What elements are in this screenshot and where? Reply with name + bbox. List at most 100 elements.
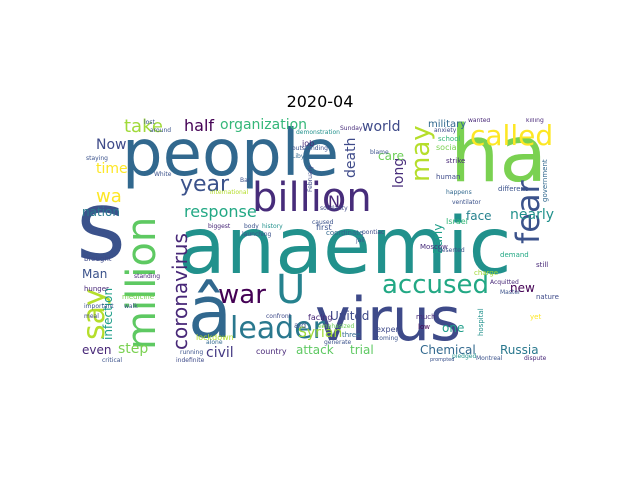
- word-million: million: [119, 216, 165, 350]
- word-death: death: [343, 137, 359, 178]
- word-anaemic: anaemic: [178, 202, 512, 292]
- word-billion: billion: [252, 175, 372, 221]
- word-step: step: [118, 341, 149, 357]
- word-pontiac: pontiac: [362, 229, 385, 236]
- word-year: year: [180, 172, 230, 197]
- word-still: still: [536, 261, 549, 269]
- word-one: one: [442, 321, 465, 335]
- word-israel: Israel: [446, 217, 468, 226]
- word-around: around: [150, 127, 172, 134]
- word-running: running: [180, 349, 204, 356]
- word-even: even: [82, 343, 112, 357]
- word-syrian: Syrian: [298, 325, 343, 341]
- word-response: response: [184, 202, 257, 221]
- word-expert: expert: [376, 325, 402, 334]
- chart-title: 2020-04: [286, 92, 354, 111]
- word-killing: killing: [526, 118, 544, 124]
- word-montreal: Montreal: [476, 355, 503, 362]
- word-international: international: [210, 189, 249, 196]
- word-chemical: Chemical: [420, 343, 476, 357]
- word-new: new: [510, 281, 535, 295]
- word-february: February: [307, 165, 314, 192]
- word-time: time: [96, 161, 128, 177]
- word-low: low: [418, 323, 430, 331]
- word-demand: demand: [500, 251, 529, 259]
- word-may: may: [406, 125, 436, 182]
- word-yet: yet: [530, 313, 542, 321]
- word-first: first: [316, 223, 332, 232]
- word-standing: standing: [134, 273, 161, 280]
- word-charge: charge: [474, 269, 499, 277]
- word-bar: Bar: [240, 177, 251, 184]
- word-world: world: [362, 119, 401, 135]
- word-people: people: [122, 118, 339, 191]
- word-ventilator: ventilator: [452, 199, 481, 206]
- word-s: s: [80, 170, 127, 282]
- word-nearly: nearly: [510, 207, 554, 223]
- word-take: take: [124, 118, 163, 137]
- word-biggest: biggest: [208, 223, 231, 230]
- word-demonstration: demonstration: [296, 129, 340, 136]
- word-half: half: [184, 118, 215, 135]
- word-country: country: [256, 347, 287, 356]
- word-acquitted: Acquitted: [490, 279, 519, 286]
- word-leader: leader: [230, 311, 326, 346]
- word-libyan: Libyan: [292, 153, 312, 160]
- word-human: human: [436, 173, 461, 181]
- word-called: called: [470, 119, 554, 152]
- word-pledged: pledged: [452, 353, 477, 360]
- word-face: face: [466, 209, 492, 223]
- word-nation: nation: [82, 205, 120, 219]
- word-job: job: [302, 139, 315, 148]
- word-facing: facing: [308, 313, 333, 322]
- word-n: N: [328, 192, 340, 211]
- word-alone: alone: [206, 339, 223, 346]
- word-deserted: deserted: [438, 247, 465, 254]
- word-united: United: [330, 309, 370, 323]
- word-coronavirus: coronavirus: [168, 233, 192, 350]
- word-nature: nature: [536, 293, 559, 301]
- word-wanted: wanted: [468, 118, 491, 124]
- word-russia: Russia: [500, 343, 539, 357]
- word-virus: virus: [315, 285, 462, 355]
- word-walk: walk: [124, 303, 138, 310]
- word-confront: confront: [266, 313, 292, 320]
- word-staying: staying: [86, 155, 108, 162]
- word-wa: wa: [96, 186, 122, 207]
- word-body: body: [244, 223, 259, 230]
- word-government: government: [541, 159, 549, 202]
- word-attack: attack: [296, 343, 334, 357]
- word-a-circumflex: â: [188, 270, 233, 354]
- word-hunger: hunger: [84, 285, 109, 293]
- word-medicine: medicine: [122, 293, 155, 301]
- word-man: Man: [82, 267, 108, 281]
- word-jail: jail: [356, 237, 365, 244]
- word-hospital: hospital: [477, 308, 485, 336]
- word-meal: meal: [84, 313, 99, 320]
- word-trial: trial: [350, 343, 374, 357]
- word-coming: coming: [376, 335, 399, 342]
- word-history: history: [262, 223, 283, 230]
- word-aid: aid: [294, 321, 307, 330]
- word-caused: caused: [312, 219, 334, 226]
- word-lockdown: lockdown: [196, 333, 234, 342]
- word-moscow: Moscow: [420, 243, 448, 251]
- word-infection: infection: [101, 287, 115, 340]
- word-prompted: prompted: [430, 357, 455, 363]
- word-cloud: people ha anaemic s virus â billion mill…: [80, 118, 560, 367]
- word-coordinate: coordinate: [326, 229, 364, 237]
- word-different: different: [498, 185, 528, 193]
- word-blame: blame: [370, 149, 389, 156]
- word-accused: accused: [382, 270, 490, 300]
- word-brought: brought: [84, 255, 112, 263]
- word-much: much: [416, 313, 436, 321]
- word-launching: launching: [242, 231, 272, 238]
- word-solidarity: solidarity: [320, 205, 348, 212]
- word-three: three: [342, 331, 361, 339]
- word-military: military: [428, 119, 467, 130]
- word-outstanding: outstanding: [292, 145, 328, 152]
- word-anxiety: anxiety: [434, 127, 457, 134]
- word-emphasized: emphasized: [318, 323, 355, 330]
- word-now: Now: [96, 137, 127, 153]
- word-care: care: [378, 149, 405, 163]
